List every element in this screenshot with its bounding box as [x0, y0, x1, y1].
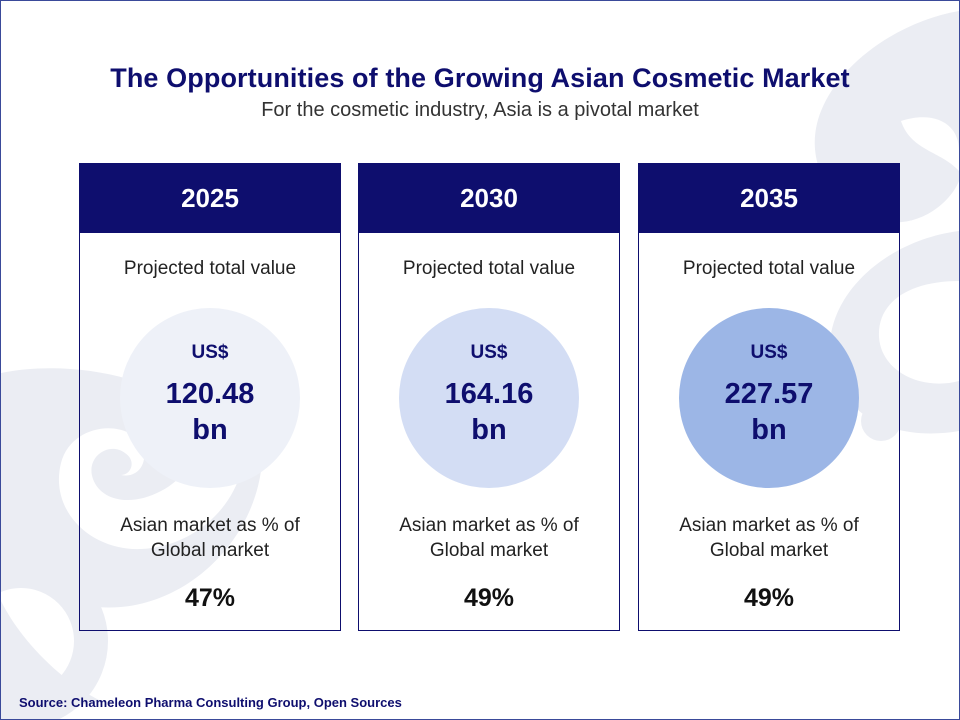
page-title: The Opportunities of the Growing Asian C…	[110, 63, 850, 93]
value-circle: US$ 120.48 bn	[120, 308, 300, 488]
value-circle: US$ 227.57 bn	[679, 308, 859, 488]
card-year-header: 2035	[639, 164, 899, 233]
year-card-2035: 2035 Projected total value US$ 227.57 bn…	[638, 163, 900, 631]
value-unit: bn	[471, 414, 507, 446]
projected-value-label: Projected total value	[123, 258, 297, 279]
source-note: Source: Chameleon Pharma Consulting Grou…	[19, 695, 402, 710]
market-share-value: 47%	[184, 584, 236, 612]
projected-value: 120.48	[165, 378, 255, 410]
year-card-2025: 2025 Projected total value US$ 120.48 bn…	[79, 163, 341, 631]
projected-value: 227.57	[724, 378, 814, 410]
currency-label: US$	[470, 342, 508, 363]
market-share-label: Asian market as % of Global market	[639, 513, 899, 563]
market-share-label-line2: Global market	[429, 540, 549, 561]
market-share-label-line1: Asian market as % of	[120, 515, 300, 536]
card-year-header: 2025	[80, 164, 340, 233]
market-share-label-line2: Global market	[150, 540, 270, 561]
market-share-label: Asian market as % of Global market	[359, 513, 619, 563]
market-share-label-line2: Global market	[709, 540, 829, 561]
projected-value-label: Projected total value	[682, 258, 856, 279]
card-year-header: 2030	[359, 164, 619, 233]
market-share-label: Asian market as % of Global market	[80, 513, 340, 563]
value-unit: bn	[751, 414, 787, 446]
currency-label: US$	[750, 342, 788, 363]
value-circle: US$ 164.16 bn	[399, 308, 579, 488]
market-share-value: 49%	[463, 584, 515, 612]
value-unit: bn	[192, 414, 228, 446]
market-share-value: 49%	[743, 584, 795, 612]
market-share-label-line1: Asian market as % of	[679, 515, 859, 536]
projected-value-label: Projected total value	[402, 258, 576, 279]
currency-label: US$	[191, 342, 229, 363]
projected-value: 164.16	[444, 378, 534, 410]
page-subtitle: For the cosmetic industry, Asia is a piv…	[261, 99, 699, 121]
year-card-2030: 2030 Projected total value US$ 164.16 bn…	[358, 163, 620, 631]
market-share-label-line1: Asian market as % of	[399, 515, 579, 536]
